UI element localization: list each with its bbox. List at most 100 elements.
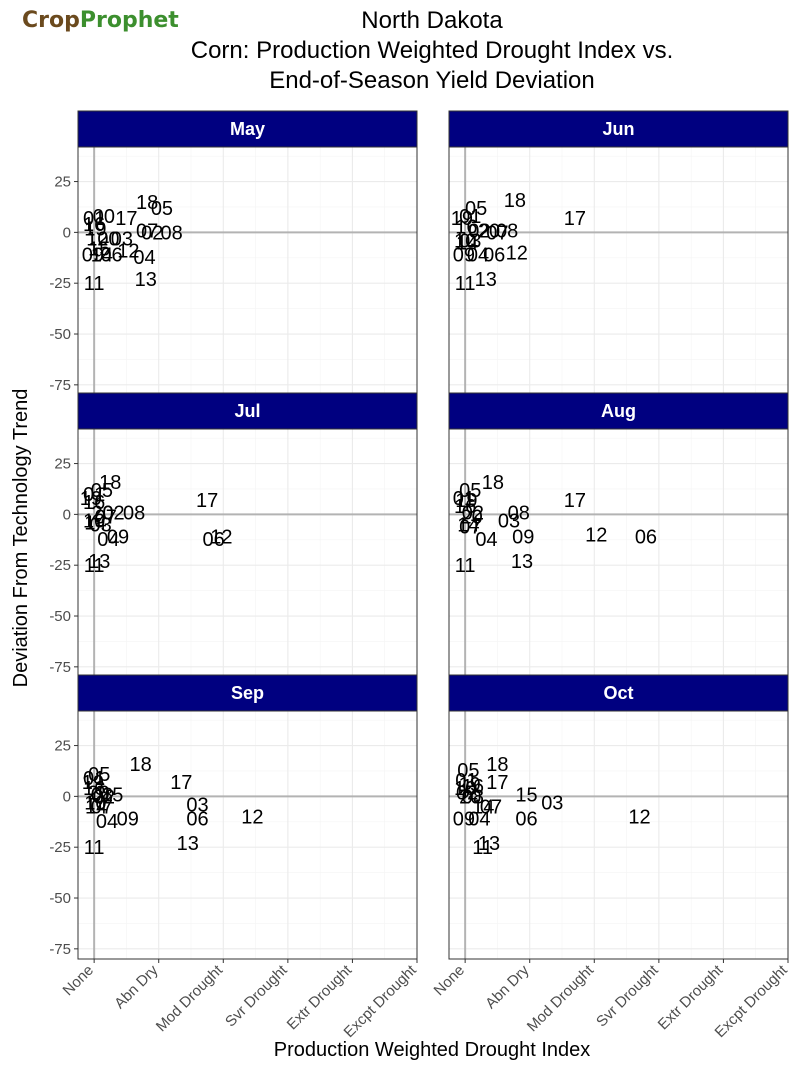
data-label-year-04: 04 (475, 529, 497, 551)
data-label-year-13: 13 (475, 269, 497, 291)
data-label-year-17: 17 (115, 208, 137, 230)
x-tick-label: Svr Drought (222, 961, 291, 1030)
data-label-year-05: 05 (457, 760, 479, 782)
x-tick-label: Extr Drought (284, 961, 356, 1033)
x-tick-label: Mod Drought (153, 961, 227, 1035)
data-label-year-17: 17 (564, 490, 586, 512)
y-tick-label: 0 (63, 224, 71, 241)
data-label-year-16: 16 (462, 776, 484, 798)
data-label-year-07: 07 (91, 797, 113, 819)
data-label-year-11: 11 (455, 555, 476, 577)
data-label-year-08: 08 (123, 502, 145, 524)
data-label-year-14: 14 (84, 513, 106, 535)
data-label-year-15: 15 (101, 784, 123, 806)
data-label-year-14: 14 (91, 245, 113, 267)
data-label-year-04: 04 (96, 811, 118, 833)
panel-background (78, 711, 417, 959)
data-label-year-01: 01 (459, 206, 481, 228)
data-label-year-07: 07 (459, 517, 481, 539)
data-label-year-14: 14 (456, 233, 478, 255)
panel-border (77, 710, 418, 960)
data-label-year-19: 19 (80, 488, 102, 510)
data-label-year-11: 11 (84, 837, 105, 859)
panel-background (78, 429, 417, 677)
x-tick-label: Svr Drought (593, 961, 662, 1030)
data-label-year-18: 18 (482, 472, 504, 494)
data-label-year-10: 10 (86, 228, 108, 250)
data-label-year-19: 19 (84, 218, 106, 240)
data-label-year-19: 19 (451, 208, 473, 230)
data-label-year-11: 11 (84, 273, 105, 295)
data-label-year-06: 06 (100, 245, 122, 267)
data-label-year-13: 13 (135, 269, 157, 291)
data-label-year-03: 03 (459, 231, 481, 253)
data-label-year-02: 02 (141, 222, 163, 244)
data-label-year-07: 07 (136, 220, 158, 242)
data-label-year-06: 06 (202, 529, 224, 551)
y-tick-label: -50 (49, 608, 71, 625)
x-tick-label: Abn Dry (111, 961, 162, 1012)
data-label-year-13: 13 (511, 551, 533, 573)
data-label-year-20: 20 (88, 782, 110, 804)
strip-label: Jun (602, 119, 634, 139)
x-tick-label: None (431, 962, 468, 999)
data-label-year-09: 09 (82, 245, 104, 267)
data-label-year-07: 07 (95, 506, 117, 528)
panel-background (78, 147, 417, 395)
data-label-year-08: 08 (496, 220, 518, 242)
data-label-year-05: 05 (88, 764, 110, 786)
data-label-year-02: 02 (462, 502, 484, 524)
data-label-year-13: 13 (478, 833, 500, 855)
data-label-year-02: 02 (93, 786, 115, 808)
data-label-year-01: 01 (83, 484, 105, 506)
data-label-year-13: 13 (88, 551, 110, 573)
strip-label: Aug (601, 401, 636, 421)
strip-label: Sep (231, 683, 264, 703)
strip-label: Jul (234, 401, 260, 421)
y-tick-label: 25 (54, 738, 71, 755)
data-label-year-14: 14 (85, 797, 107, 819)
data-label-year-12: 12 (506, 243, 528, 265)
data-label-year-12: 12 (241, 807, 263, 829)
cropprophet-logo: CropProphet (22, 8, 179, 33)
strip-background (448, 392, 789, 430)
data-label-year-19: 19 (455, 490, 477, 512)
data-label-year-01: 01 (83, 768, 105, 790)
title-line-2: Corn: Production Weighted Drought Index … (190, 37, 674, 64)
data-label-year-12: 12 (117, 241, 139, 263)
data-label-year-01: 01 (453, 488, 475, 510)
data-label-year-18: 18 (130, 754, 152, 776)
data-label-year-06: 06 (635, 527, 657, 549)
data-label-year-08: 08 (91, 784, 113, 806)
data-label-year-12: 12 (585, 525, 607, 547)
y-tick-label: -25 (49, 275, 71, 292)
data-label-year-14: 14 (457, 515, 479, 537)
panel-border (448, 710, 789, 960)
data-label-year-07: 07 (480, 797, 502, 819)
y-tick-label: -25 (49, 557, 71, 574)
x-axis-title: Production Weighted Drought Index (274, 1039, 591, 1061)
data-label-year-09: 09 (107, 527, 129, 549)
data-label-year-05: 05 (465, 198, 487, 220)
data-label-year-20: 20 (478, 220, 500, 242)
data-label-year-04: 04 (467, 245, 489, 267)
data-label-year-02: 02 (468, 220, 490, 242)
data-label-year-17: 17 (196, 490, 218, 512)
data-label-year-03: 03 (89, 515, 111, 537)
data-label-year-04: 04 (97, 529, 119, 551)
data-label-year-06: 06 (483, 245, 505, 267)
y-tick-label: 25 (54, 174, 71, 191)
data-label-year-16: 16 (83, 214, 105, 236)
data-label-year-09: 09 (453, 245, 475, 267)
data-label-year-00: 00 (93, 206, 115, 228)
strip-label: May (230, 119, 265, 139)
data-label-year-07: 07 (486, 222, 508, 244)
data-label-year-16: 16 (83, 492, 105, 514)
y-tick-label: 25 (54, 456, 71, 473)
data-label-year-05: 05 (459, 480, 481, 502)
data-label-year-01: 01 (83, 208, 105, 230)
